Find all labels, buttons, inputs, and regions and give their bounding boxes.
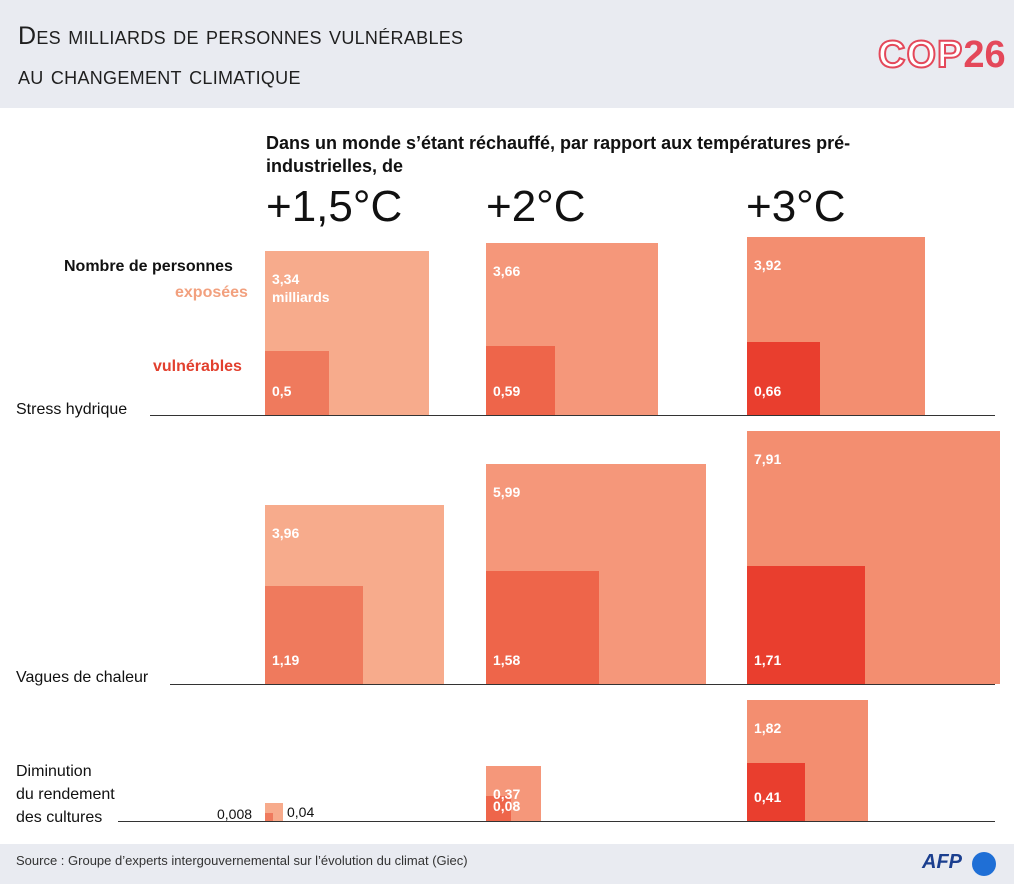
- baseline-0: [150, 415, 995, 416]
- cop-logo-number: 26: [963, 34, 1006, 76]
- exposed-value-label: 5,99: [493, 484, 521, 500]
- cop26-logo: COP26: [877, 33, 1006, 77]
- header-band: [0, 0, 1014, 108]
- category-label-heatwaves: Vagues de chaleur: [16, 669, 149, 686]
- vulnerable-value-label: 0,5: [272, 383, 292, 399]
- temp-label-1-5: +1,5°C: [266, 182, 403, 231]
- vulnerable-square-1-2: [747, 566, 865, 684]
- unit-label: milliards: [272, 289, 330, 305]
- exposed-value-label: 3,92: [754, 257, 782, 273]
- afp-logo-text: AFP: [922, 851, 962, 873]
- chart-subtitle: Dans un monde s’étant réchauffé, par rap…: [266, 133, 851, 176]
- vulnerable-value-label: 0,66: [754, 383, 782, 399]
- title-line-2: au changement climatique: [18, 62, 301, 90]
- legend-title: Nombre de personnes: [64, 258, 233, 275]
- vulnerable-square-1-0: [265, 586, 363, 684]
- vulnerable-square-2-1: [486, 796, 511, 821]
- temp-label-3: +3°C: [746, 182, 846, 231]
- vulnerable-value-label: 0,008: [217, 806, 253, 822]
- cop-logo-text: COP: [877, 33, 964, 77]
- legend-vulnerable: vulnérables: [153, 358, 242, 375]
- vulnerable-square-2-2: [747, 763, 805, 821]
- vulnerable-value-label: 0,08: [493, 798, 521, 814]
- temp-label-2: +2°C: [486, 182, 586, 231]
- vulnerable-square-0-0: [265, 351, 329, 415]
- vulnerable-square-0-1: [486, 346, 555, 415]
- afp-logo-dot-icon: [972, 852, 996, 876]
- title-line-1: Des milliards de personnes vulnérables: [18, 22, 464, 50]
- category-label-crops: Diminution du rendement des cultures: [16, 760, 115, 829]
- vulnerable-value-label: 1,19: [272, 652, 300, 668]
- vulnerable-square-0-2: [747, 342, 820, 415]
- vulnerable-value-label: 0,59: [493, 383, 521, 399]
- vulnerable-square-1-1: [486, 571, 599, 684]
- exposed-value-label: 3,34: [272, 271, 300, 287]
- vulnerable-value-label: 1,58: [493, 652, 521, 668]
- legend-exposed: exposées: [175, 284, 248, 301]
- exposed-value-label: 1,82: [754, 720, 782, 736]
- source-note: Source : Groupe d’experts intergouvernem…: [16, 853, 468, 868]
- baseline-2: [118, 821, 995, 822]
- vulnerable-square-2-0: [265, 813, 273, 821]
- baseline-1: [170, 684, 995, 685]
- exposed-value-label: 0,04: [287, 804, 315, 820]
- exposed-value-label: 3,96: [272, 525, 300, 541]
- vulnerable-value-label: 0,41: [754, 789, 782, 805]
- vulnerable-value-label: 1,71: [754, 652, 782, 668]
- crops-label-line-3: des cultures: [16, 809, 103, 826]
- footer-band: [0, 844, 1014, 884]
- exposed-value-label: 0,37: [493, 786, 521, 802]
- crops-label-line-2: du rendement: [16, 786, 115, 803]
- category-label-water-stress: Stress hydrique: [16, 401, 128, 418]
- exposed-value-label: 7,91: [754, 451, 782, 467]
- crops-label-line-1: Diminution: [16, 763, 92, 780]
- exposed-value-label: 3,66: [493, 263, 521, 279]
